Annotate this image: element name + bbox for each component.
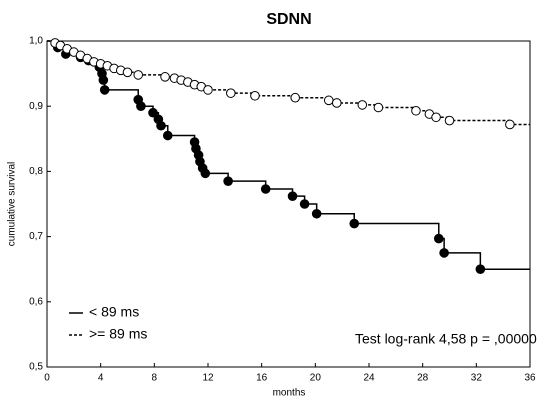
event-marker: [223, 176, 233, 186]
y-tick-label: 0,7: [29, 231, 43, 242]
x-tick-label: 24: [363, 373, 375, 384]
event-marker: [122, 67, 133, 78]
x-tick-label: 16: [256, 373, 268, 384]
event-marker: [373, 102, 384, 113]
y-axis-label: cumulative survival: [7, 162, 18, 246]
event-marker: [136, 101, 146, 111]
event-marker: [290, 92, 301, 103]
event-marker: [203, 85, 213, 95]
y-tick-label: 0,5: [29, 362, 43, 373]
legend-label: >= 89 ms: [89, 326, 147, 342]
event-marker: [323, 95, 334, 106]
y-tick-label: 0,6: [29, 296, 43, 307]
x-axis-label: months: [273, 388, 306, 399]
x-tick-label: 0: [44, 373, 50, 384]
legend-label: < 89 ms: [89, 304, 139, 320]
event-marker: [299, 199, 310, 209]
event-marker: [98, 75, 109, 85]
event-marker: [133, 70, 144, 80]
x-tick-label: 28: [417, 373, 429, 384]
x-tick-label: 4: [98, 373, 104, 384]
event-marker: [433, 233, 444, 244]
event-marker: [156, 120, 166, 131]
y-tick-label: 1,0: [29, 36, 43, 47]
event-marker: [287, 191, 298, 201]
event-marker: [226, 88, 236, 98]
y-tick-label: 0,8: [29, 166, 43, 177]
x-tick-label: 32: [471, 373, 483, 384]
event-marker: [250, 90, 260, 101]
event-marker: [475, 264, 486, 275]
event-marker: [200, 168, 211, 179]
event-marker: [162, 130, 173, 141]
event-marker: [444, 115, 455, 126]
event-marker: [148, 107, 158, 118]
event-marker: [99, 85, 110, 95]
y-tick-label: 0,9: [29, 101, 43, 112]
event-marker: [332, 98, 342, 108]
event-marker: [411, 105, 421, 116]
event-marker: [505, 119, 515, 130]
event-marker: [439, 248, 449, 258]
x-tick-label: 8: [152, 373, 158, 384]
event-marker: [431, 112, 441, 123]
plot-frame: [46, 40, 531, 368]
chart-title: SDNN: [266, 11, 311, 28]
event-marker: [357, 100, 368, 110]
event-marker: [260, 184, 271, 194]
x-tick-label: 36: [524, 373, 536, 384]
x-tick-label: 20: [310, 373, 322, 384]
event-marker: [311, 208, 322, 219]
x-tick-label: 12: [202, 373, 214, 384]
event-marker: [349, 218, 360, 229]
event-marker: [160, 72, 170, 82]
annotation: Test log-rank 4,58 p = ,00000: [355, 331, 537, 347]
